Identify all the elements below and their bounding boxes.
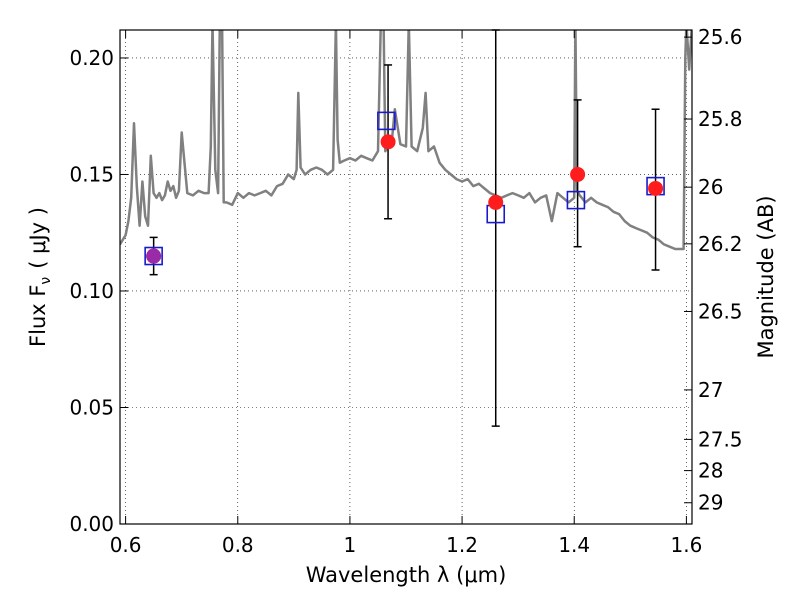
observed-flux-point — [648, 180, 664, 196]
x-tick-label: 1 — [344, 533, 357, 557]
x-tick-label: 1.4 — [558, 533, 590, 557]
y-axis-ticks: 0.00 0.05 0.10 0.15 0.20 — [69, 46, 128, 536]
y-tick-label: 0.05 — [69, 395, 114, 419]
y2-axis-ticks: 25.6 25.8 26 26.2 26.5 27 27.5 28 29 — [684, 25, 743, 515]
overlap-point — [146, 248, 162, 264]
observed-flux-point — [570, 166, 586, 182]
y-tick-label: 0.10 — [69, 279, 114, 303]
y2-tick-label: 25.6 — [698, 25, 743, 49]
y-axis-title-subscript: ν — [38, 277, 54, 285]
observed-flux-point — [488, 194, 504, 210]
y-tick-label: 0.20 — [69, 46, 114, 70]
x-tick-label: 1.6 — [670, 533, 702, 557]
y-tick-label: 0.00 — [69, 512, 114, 536]
y2-tick-label: 28 — [698, 459, 723, 483]
y2-tick-label: 27 — [698, 378, 723, 402]
model-flux-point — [377, 111, 396, 131]
y2-tick-label: 26.2 — [698, 232, 743, 256]
y2-tick-label: 27.5 — [698, 427, 743, 451]
x-tick-label: 0.6 — [110, 533, 142, 557]
plot-frame — [119, 29, 693, 525]
y2-axis-title: Magnitude (AB) — [754, 195, 778, 358]
model-flux-point — [566, 190, 586, 210]
y2-tick-label: 26.5 — [698, 299, 743, 323]
observed-photometry-markers — [146, 134, 664, 264]
y2-tick-label: 25.8 — [698, 107, 743, 131]
x-axis-ticks: 0.6 0.8 1 1.2 1.4 1.6 — [110, 30, 702, 557]
x-tick-label: 1.2 — [446, 533, 478, 557]
model-flux-point — [144, 246, 163, 266]
x-axis-title: Wavelength λ (μm) — [306, 563, 507, 587]
y-axis-title: Flux Fν ( μJy ) — [26, 207, 54, 347]
y-tick-label: 0.15 — [69, 162, 114, 186]
sed-model-line — [120, 30, 692, 251]
y2-tick-label: 26 — [698, 175, 723, 199]
y-axis-title-main: Flux F — [26, 285, 50, 347]
sed-model-layer — [120, 30, 692, 251]
y-axis-title-unit: ( μJy ) — [26, 207, 50, 269]
x-tick-label: 0.8 — [222, 533, 254, 557]
y2-tick-label: 29 — [698, 491, 723, 515]
observed-flux-point — [380, 134, 396, 150]
